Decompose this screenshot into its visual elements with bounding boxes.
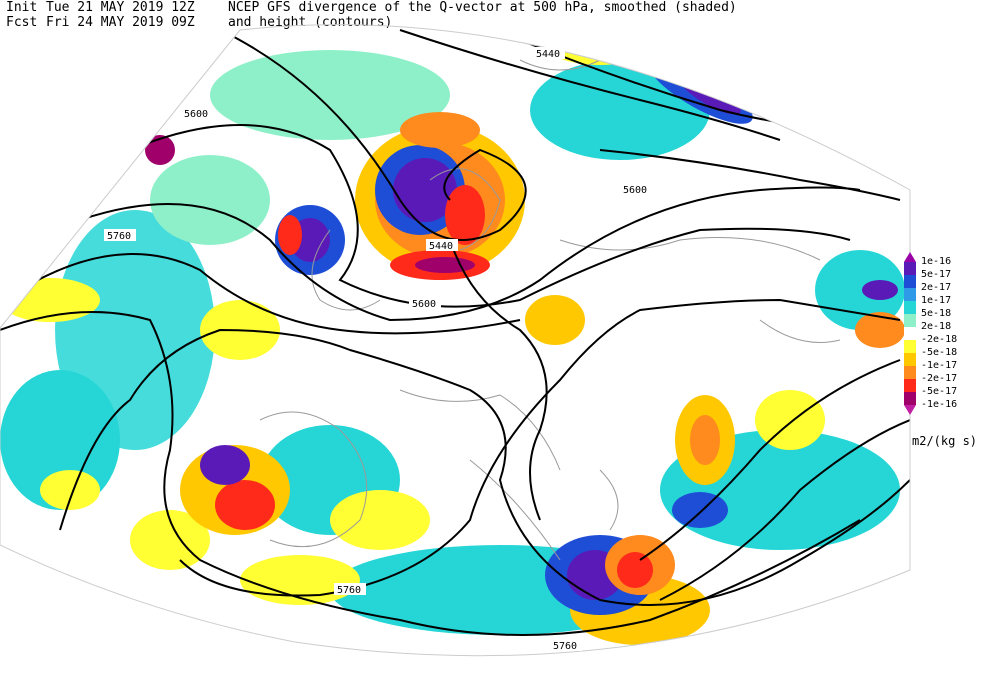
colorbar-swatch [904,379,916,392]
contour-label: 5760 [553,641,577,652]
colorbar-tick-label: 5e-18 [921,308,952,319]
contour-label-bg [533,47,565,59]
contour-label: 5440 [429,241,453,252]
shaded-field [0,24,905,645]
init-label: Init [6,0,38,15]
colorbar-swatch [904,353,916,366]
colorbar-tick-label: -5e-18 [921,347,958,358]
colorbar-tick-label: 1e-17 [921,295,952,306]
colorbar-swatch [904,275,916,288]
contour-label-bg [620,183,652,195]
colorbar-tick-label: 2e-17 [921,282,952,293]
colorbar-tick-label: -5e-17 [921,386,958,397]
contour-label-bg [409,297,441,309]
colorbar-units: m2/(kg s) [912,434,978,448]
colorbar-swatch [904,262,916,275]
domain-outline [0,24,911,657]
coastlines [259,59,841,561]
colorbar-swatch [904,327,916,340]
colorbar-swatch [904,392,916,405]
contour-label: 5600 [412,299,436,310]
contour-label: 5760 [337,585,361,596]
title-line-1: NCEP GFS divergence of the Q-vector at 5… [228,0,737,15]
colorbar [904,252,916,415]
title-line-2: and height (contours) [228,15,393,30]
colorbar-swatch [904,288,916,301]
contour-label: 5760 [107,231,131,242]
colorbar-tick-label: -1e-17 [921,360,958,371]
fcst-label: Fcst [6,15,38,30]
contour-label-bg [334,583,366,595]
contour-label: 5440 [536,49,560,60]
colorbar-swatch [904,366,916,379]
height-contours [0,24,910,636]
colorbar-swatch [904,340,916,353]
colorbar-tick-label: 2e-18 [921,321,952,332]
colorbar-tick-label: -2e-17 [921,373,958,384]
colorbar-tick-label: -2e-18 [921,334,958,345]
colorbar-bottom-arrow [904,405,916,415]
fcst-time: Fri 24 MAY 2019 09Z [46,15,195,30]
contour-label-bg [550,639,582,651]
contour-label-bg [104,229,136,241]
colorbar-swatch [904,301,916,314]
contour-label: 5600 [184,109,208,120]
contour-label-bg [181,107,213,119]
colorbar-top-arrow [904,252,916,262]
contour-label: 5600 [623,185,647,196]
colorbar-tick-label: -1e-16 [921,399,958,410]
init-time: Tue 21 MAY 2019 12Z [46,0,195,15]
colorbar-swatch [904,314,916,327]
colorbar-tick-label: 1e-16 [921,256,952,267]
contour-label-bg [426,239,458,251]
colorbar-tick-label: 5e-17 [921,269,952,280]
